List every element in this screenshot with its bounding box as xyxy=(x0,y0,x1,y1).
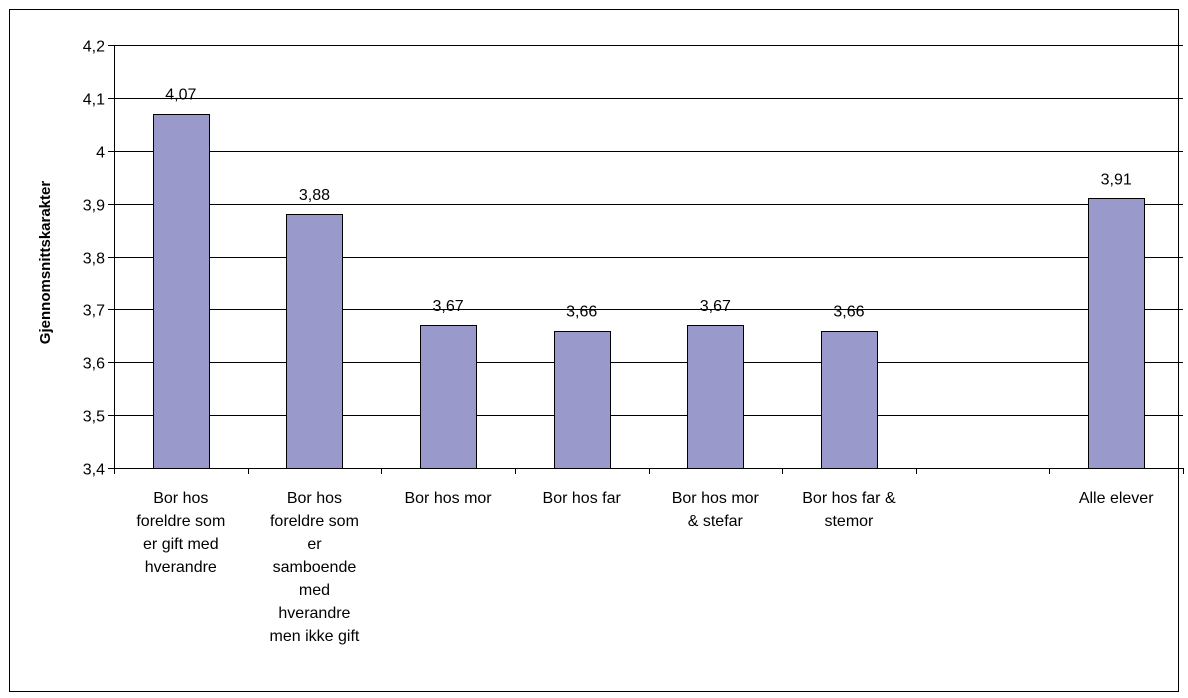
category-label: hverandre xyxy=(278,605,350,622)
data-label: 3,66 xyxy=(833,304,864,321)
category-label: med xyxy=(299,582,330,599)
bar xyxy=(821,331,878,469)
y-axis-ticks: 3,4 3,5 3,6 3,7 3,8 3,9 4 4,1 4,2 xyxy=(83,39,1184,479)
bar xyxy=(420,325,477,469)
bar xyxy=(554,331,611,469)
category-label: samboende xyxy=(273,559,357,576)
category-label: stemor xyxy=(824,513,874,530)
y-tick-label: 3,9 xyxy=(83,198,105,215)
y-tick-label: 3,8 xyxy=(83,251,105,268)
category-label: Bor hos mor xyxy=(672,490,760,507)
bar xyxy=(687,325,744,469)
category-label: men ikke gift xyxy=(270,628,360,645)
y-axis-label: Gjennomsnittskarakter xyxy=(37,181,54,345)
y-tick-label: 3,5 xyxy=(83,409,105,426)
y-tick-label: 4,1 xyxy=(83,92,105,109)
y-tick-label: 3,4 xyxy=(83,462,105,479)
category-label: hverandre xyxy=(145,559,217,576)
y-tick-label: 3,7 xyxy=(83,303,105,320)
data-label: 3,88 xyxy=(299,187,330,204)
y-tick-label: 4,2 xyxy=(83,39,105,56)
category-label: er gift med xyxy=(143,536,219,553)
data-labels: 4,07 3,88 3,67 3,66 3,67 3,66 3,91 xyxy=(165,87,1132,321)
y-tick-label: 4 xyxy=(96,145,105,162)
category-label: Bor hos mor xyxy=(404,490,492,507)
data-label: 3,67 xyxy=(432,298,463,315)
data-label: 4,07 xyxy=(165,87,196,104)
bar xyxy=(153,114,210,469)
category-label: Bor hos far xyxy=(543,490,622,507)
category-label: Alle elever xyxy=(1079,490,1154,507)
data-label: 3,66 xyxy=(566,304,597,321)
category-label: er xyxy=(307,536,322,553)
y-tick-label: 3,6 xyxy=(83,356,105,373)
category-label: Bor hos xyxy=(287,490,342,507)
bar xyxy=(1088,198,1145,469)
category-label: foreldre som xyxy=(270,513,359,530)
category-label: Bor hos far & xyxy=(802,490,896,507)
category-label: & stefar xyxy=(688,513,744,530)
category-label: foreldre som xyxy=(136,513,225,530)
data-label: 3,91 xyxy=(1101,171,1132,188)
category-label: Bor hos xyxy=(153,490,208,507)
data-label: 3,67 xyxy=(700,298,731,315)
gridlines xyxy=(114,45,1183,416)
category-labels: Bor hos foreldre som er gift med hverandre B… xyxy=(136,490,1154,645)
bar xyxy=(286,214,343,469)
